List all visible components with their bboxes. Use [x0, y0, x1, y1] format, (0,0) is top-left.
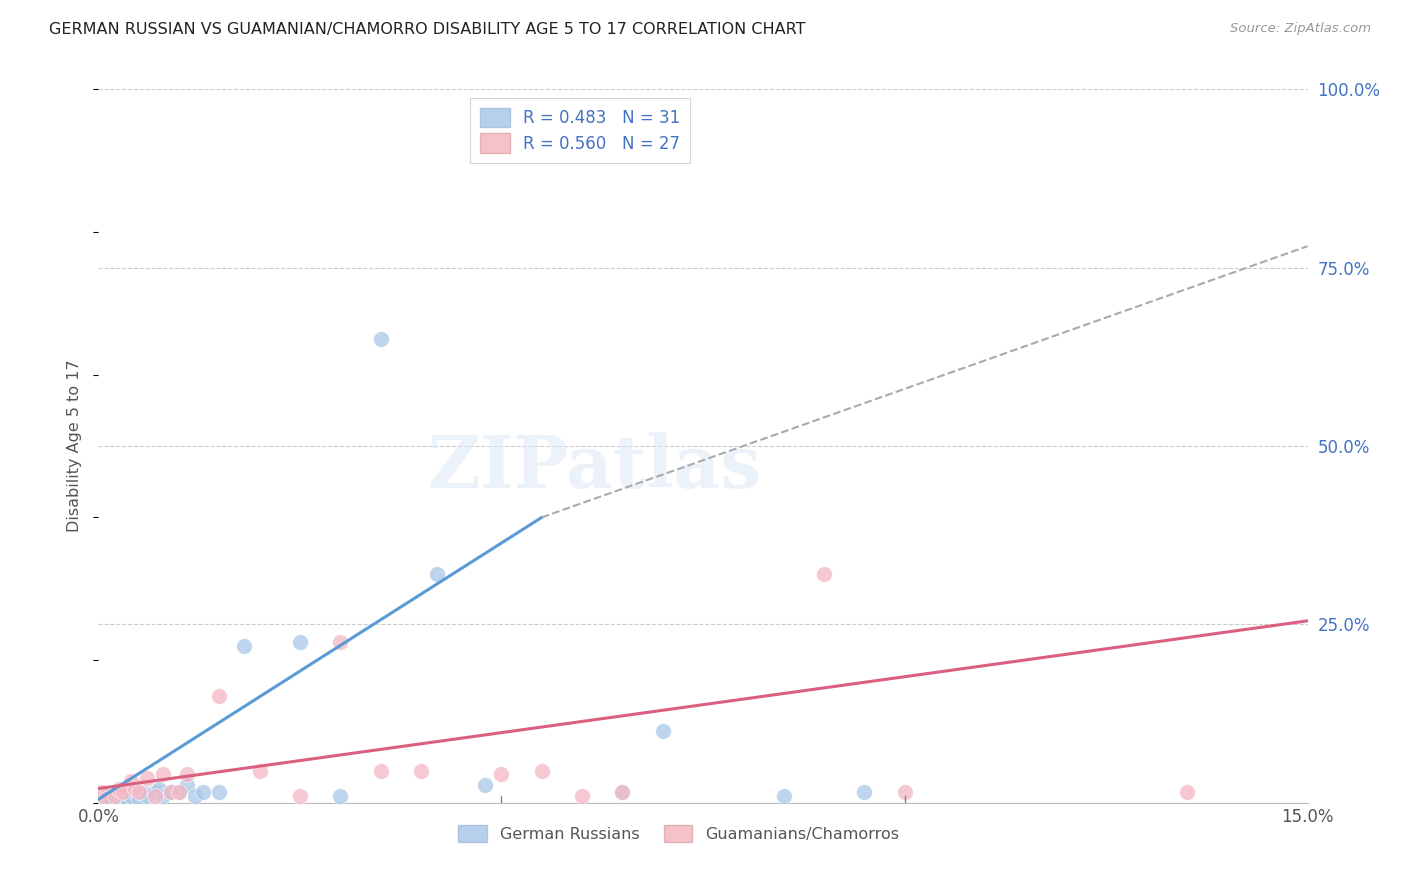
Y-axis label: Disability Age 5 to 17: Disability Age 5 to 17 [67, 359, 83, 533]
Point [152, 789, 174, 803]
Point [152, 767, 174, 781]
Point [612, 785, 634, 799]
Point [128, 792, 150, 806]
Point [184, 789, 207, 803]
Point [208, 785, 231, 799]
Point [426, 567, 449, 582]
Point [571, 789, 593, 803]
Point [176, 778, 198, 792]
Point [124, 785, 146, 799]
Point [370, 332, 392, 346]
Point [853, 785, 876, 799]
Point [143, 789, 166, 803]
Point [100, 792, 122, 806]
Point [96, 792, 118, 806]
Point [96, 789, 118, 803]
Point [651, 724, 673, 739]
Point [120, 774, 142, 789]
Point [409, 764, 432, 778]
Point [193, 785, 215, 799]
Legend: German Russians, Guamanians/Chamorros: German Russians, Guamanians/Chamorros [453, 819, 905, 848]
Point [208, 689, 231, 703]
Point [103, 789, 125, 803]
Text: Source: ZipAtlas.com: Source: ZipAtlas.com [1230, 22, 1371, 36]
Point [474, 778, 496, 792]
Text: ZIPatlas: ZIPatlas [427, 432, 761, 503]
Point [772, 789, 794, 803]
Point [232, 639, 254, 653]
Point [1175, 785, 1198, 799]
Point [329, 635, 352, 649]
Point [91, 792, 114, 806]
Point [249, 764, 271, 778]
Point [813, 567, 835, 582]
Point [167, 785, 190, 799]
Point [612, 785, 634, 799]
Point [530, 764, 553, 778]
Point [176, 767, 198, 781]
Point [160, 785, 183, 799]
Point [143, 785, 166, 799]
Point [107, 792, 129, 806]
Point [132, 785, 155, 799]
Point [135, 789, 157, 803]
Point [370, 764, 392, 778]
Point [111, 789, 134, 803]
Point [107, 781, 129, 796]
Point [148, 781, 170, 796]
Point [893, 785, 915, 799]
Point [135, 771, 157, 785]
Point [103, 785, 125, 799]
Point [128, 785, 150, 799]
Point [329, 789, 352, 803]
Point [167, 785, 190, 799]
Point [91, 785, 114, 799]
Text: GERMAN RUSSIAN VS GUAMANIAN/CHAMORRO DISABILITY AGE 5 TO 17 CORRELATION CHART: GERMAN RUSSIAN VS GUAMANIAN/CHAMORRO DIS… [49, 22, 806, 37]
Point [124, 781, 146, 796]
Point [120, 789, 142, 803]
Point [160, 785, 183, 799]
Point [111, 785, 134, 799]
Point [115, 792, 138, 806]
Point [288, 635, 311, 649]
Point [288, 789, 311, 803]
Point [491, 767, 513, 781]
